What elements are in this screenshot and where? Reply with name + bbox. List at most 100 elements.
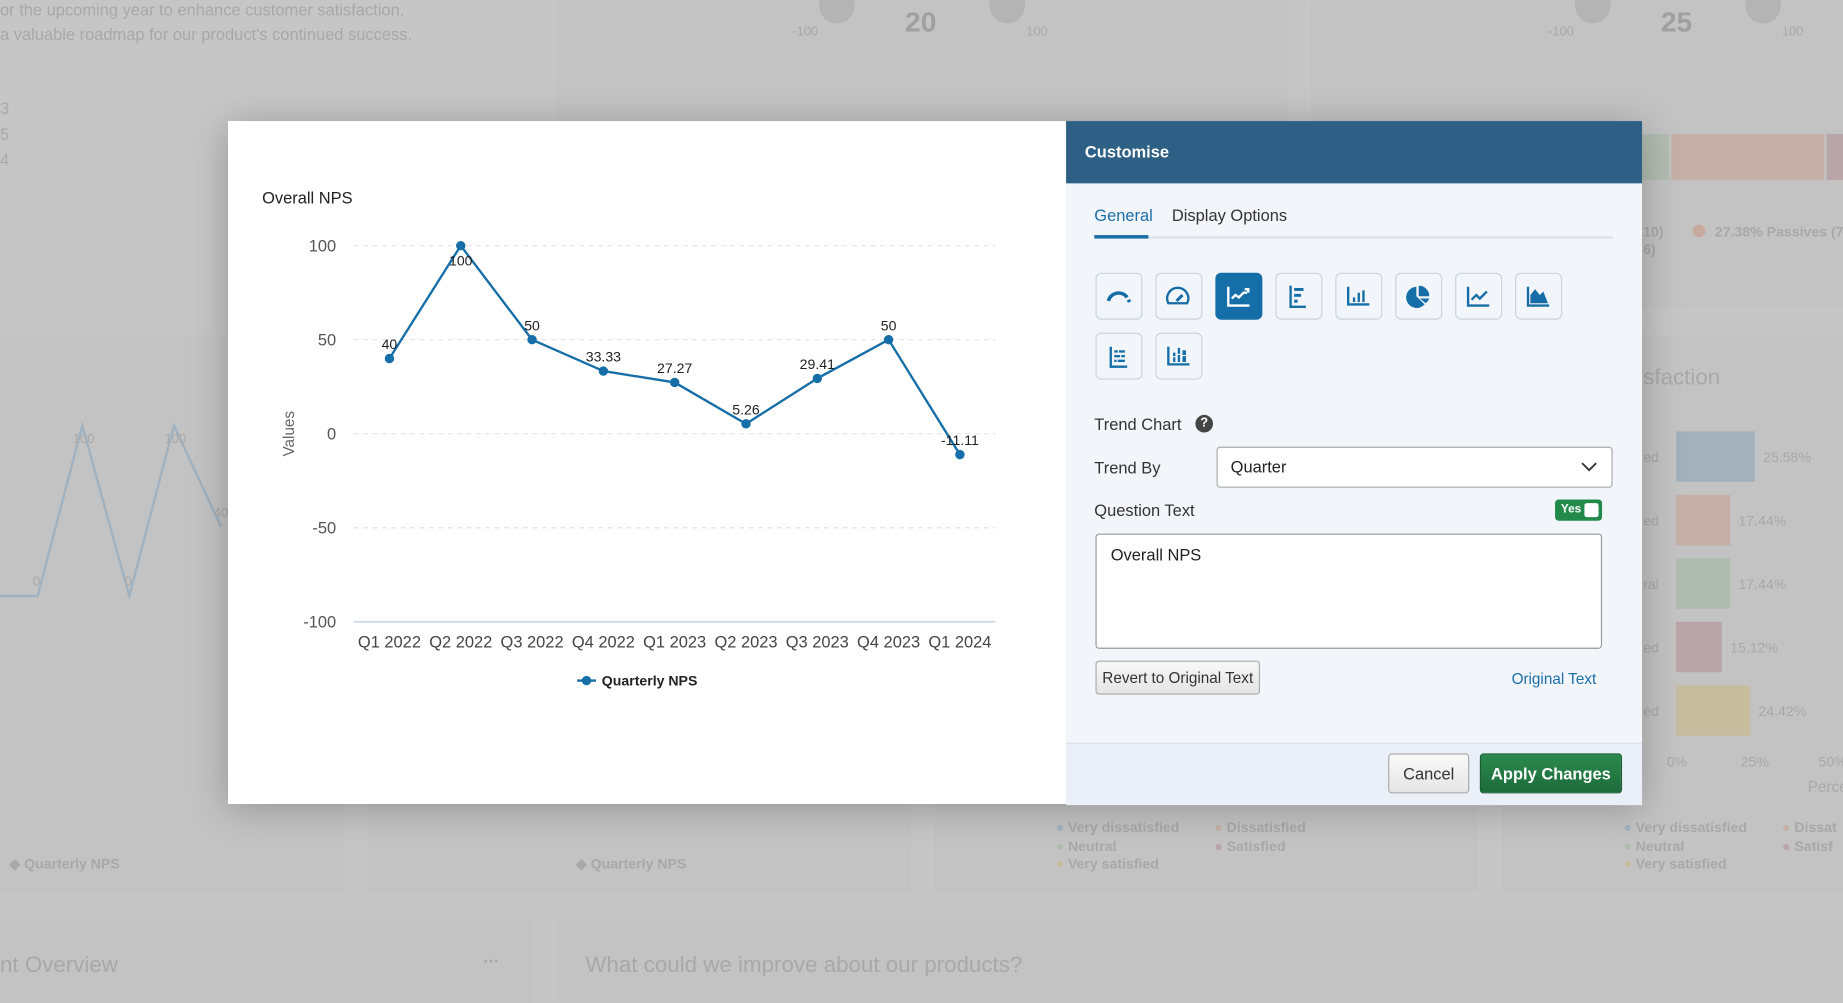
toggle-knob <box>1584 503 1599 518</box>
legend-label: Neutral <box>1635 837 1685 854</box>
data-point <box>456 240 466 251</box>
horizontal-bar-chart-icon <box>1289 285 1306 308</box>
chart-type-area-chart-button[interactable] <box>1515 272 1563 320</box>
cancel-button[interactable]: Cancel <box>1388 753 1470 794</box>
data-point <box>883 334 894 345</box>
chart-type-stacked-horizontal-bar-button[interactable] <box>1095 332 1143 380</box>
data-point <box>741 419 751 429</box>
legend-label: Very dissatisfied <box>1635 819 1748 836</box>
x-tick-label: Q1 2022 <box>358 634 421 652</box>
bar-value: 15.12% <box>1730 639 1779 656</box>
side-number: 5 <box>0 124 10 144</box>
legend-label: Very dissatisfied <box>1067 819 1180 836</box>
data-point <box>812 373 822 384</box>
legend-fragment: 6) <box>1643 240 1656 258</box>
bar <box>1676 621 1722 673</box>
side-number: 3 <box>0 98 10 118</box>
x-tick-label: Q4 2023 <box>857 634 920 652</box>
stacked-vertical-bar-icon <box>1167 346 1190 366</box>
intro-text: a valuable roadmap for our product's con… <box>0 24 413 44</box>
x-tick-label: Q4 2022 <box>572 634 635 652</box>
legend-quarterly-nps: ◆ Quarterly NPS <box>9 855 120 873</box>
apply-changes-button[interactable]: Apply Changes <box>1479 753 1623 794</box>
trend-chart-icon <box>1227 286 1250 307</box>
legend-item: ● Dissat <box>1781 819 1837 836</box>
tab-general[interactable]: General <box>1094 205 1153 225</box>
data-point <box>669 377 680 388</box>
data-label: 50 <box>524 317 540 333</box>
legend-label: Very satisfied <box>1635 855 1727 873</box>
legend-item: ● Dissatisfied <box>1214 819 1306 836</box>
legend-label: Very satisfied <box>1067 855 1159 873</box>
legend-item: ● Very dissatisfied <box>1623 819 1748 836</box>
area-chart-icon <box>1526 286 1550 307</box>
toggle-label: Yes <box>1560 503 1582 517</box>
revert-button[interactable]: Revert to Original Text <box>1095 660 1261 695</box>
mini-trend-line <box>0 420 223 601</box>
bar-label: ed <box>1643 512 1659 529</box>
gauge-needle-shape <box>819 0 855 24</box>
stacked-horizontal-bar-icon <box>1109 346 1128 368</box>
tab-display-options[interactable]: Display Options <box>1171 205 1288 225</box>
nps-bar-segment <box>1826 133 1843 180</box>
nps-bar-segment <box>1671 133 1825 180</box>
axis-title: Perce <box>1807 778 1843 796</box>
bar-label: ed <box>1643 449 1659 466</box>
legend-quarterly-nps: ◆ Quarterly NPS <box>575 855 687 873</box>
axis-tick: 50% <box>1818 753 1843 770</box>
legend-marker <box>581 675 592 686</box>
bar-value: 24.42% <box>1758 702 1807 720</box>
x-tick-label: Q1 2023 <box>643 634 706 652</box>
data-point <box>955 449 965 460</box>
gauge-needle-shape <box>989 0 1025 24</box>
gauge-min: -100 <box>792 24 819 39</box>
data-label: 40 <box>382 336 398 352</box>
mini-label: 0 <box>124 574 132 589</box>
legend-item: ● Very satisfied <box>1055 855 1159 873</box>
legend-label: Satisfied <box>1226 837 1286 854</box>
legend-label: Neutral <box>1067 837 1117 854</box>
help-icon[interactable]: ? <box>1195 414 1214 433</box>
x-tick-label: Q2 2023 <box>714 634 777 652</box>
chart-preview: Overall NPS Values 100 50 0 -50 -100 Q1 2022 Q2 … <box>228 121 1067 804</box>
y-axis-label: Values <box>281 411 298 457</box>
legend-item: ● Very dissatisfied <box>1055 819 1180 836</box>
satisfaction-legend: ● Dissatisfied ● Satisfied <box>1214 819 1306 855</box>
chart-type-gauge-arc-button[interactable] <box>1095 272 1143 320</box>
satisfaction-legend: ● Very dissatisfied ● Neutral ● Very sat… <box>1056 819 1180 874</box>
x-tick-label: Q2 2022 <box>429 634 492 652</box>
card-title: sfaction <box>1643 365 1721 391</box>
x-tick-label: Q1 2024 <box>928 634 991 652</box>
line-chart-icon <box>1466 286 1490 307</box>
gauge-value: 25 <box>1660 7 1693 39</box>
question-text-input[interactable]: Overall NPS <box>1095 533 1603 649</box>
chart-type-vertical-bar-chart-button[interactable] <box>1335 272 1383 320</box>
chart-type-stacked-vertical-bar-button[interactable] <box>1155 332 1203 380</box>
question-text-label: Question Text <box>1094 500 1195 520</box>
bar-label: ed <box>1643 639 1659 656</box>
more-menu-icon[interactable]: ... <box>483 947 499 968</box>
legend-item: ● Neutral <box>1623 837 1685 854</box>
trend-by-select[interactable]: Quarter <box>1216 446 1613 488</box>
chart-type-pie-chart-button[interactable] <box>1395 272 1443 320</box>
data-label: 27.27 <box>657 360 692 376</box>
chart-type-horizontal-bar-chart-button[interactable] <box>1275 272 1323 320</box>
question-text-toggle[interactable]: Yes <box>1555 499 1603 521</box>
chart-type-speedometer-button[interactable] <box>1155 272 1203 320</box>
data-label: -11.11 <box>941 432 979 448</box>
chart-type-trend-chart-button[interactable] <box>1215 272 1263 320</box>
bar-value: 25.58% <box>1763 449 1811 466</box>
chart-type-line-chart-button[interactable] <box>1455 272 1503 320</box>
vertical-bar-chart-icon <box>1347 286 1370 306</box>
data-label: 29.41 <box>800 356 835 372</box>
data-point <box>527 334 537 345</box>
data-label: 50 <box>881 317 897 333</box>
y-tick-label: 0 <box>327 426 336 444</box>
original-text-link[interactable]: Original Text <box>1511 669 1597 688</box>
improve-card <box>557 920 1843 1003</box>
legend-label: Dissat <box>1794 819 1837 836</box>
mini-label: 100 <box>72 432 95 447</box>
card-title: nt Overview <box>0 953 118 978</box>
customise-panel: Customise General Display Options Trend … <box>1066 121 1643 806</box>
